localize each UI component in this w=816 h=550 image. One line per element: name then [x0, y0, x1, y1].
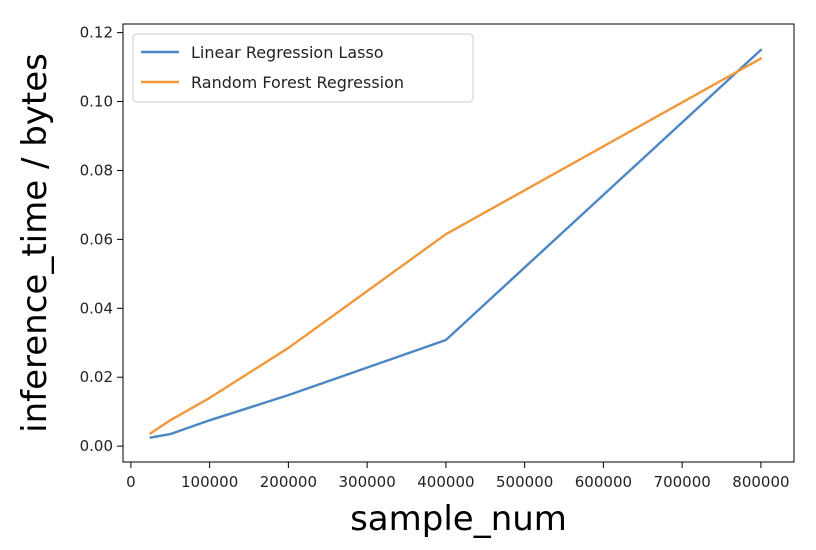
series-group	[149, 48, 763, 439]
y-tick-label: 0.00	[80, 437, 113, 455]
y-axis: 0.00 0.02 0.04 0.06 0.08 0.10 0.12	[80, 24, 123, 455]
legend-label: Linear Regression Lasso	[191, 43, 384, 62]
x-tick-label: 700000	[654, 473, 711, 491]
x-axis-title: sample_num	[350, 499, 567, 539]
y-tick-label: 0.12	[80, 24, 113, 42]
y-tick-label: 0.02	[80, 368, 113, 386]
x-tick-label: 200000	[260, 473, 317, 491]
legend-box	[132, 33, 474, 103]
x-tick-label: 0	[126, 473, 136, 491]
x-tick-label: 800000	[732, 473, 789, 491]
x-tick-label: 300000	[339, 473, 396, 491]
x-tick-label: 400000	[417, 473, 474, 491]
x-axis: 0 100000 200000 300000 400000 500000 600000 700…	[126, 462, 790, 491]
y-tick-label: 0.06	[80, 230, 113, 248]
legend: Linear Regression Lasso Random Forest Reg…	[132, 33, 474, 103]
x-tick-label: 500000	[496, 473, 553, 491]
y-tick-label: 0.04	[80, 299, 113, 317]
plot-frame	[122, 23, 795, 463]
y-axis-title: inference_time / bytes	[15, 53, 55, 433]
legend-label: Random Forest Regression	[191, 73, 404, 92]
y-tick-label: 0.08	[80, 161, 113, 179]
series-line-2	[149, 57, 763, 435]
x-tick-label: 600000	[575, 473, 632, 491]
series-line-1	[149, 48, 763, 439]
x-tick-label: 100000	[181, 473, 238, 491]
y-tick-label: 0.10	[80, 93, 113, 111]
